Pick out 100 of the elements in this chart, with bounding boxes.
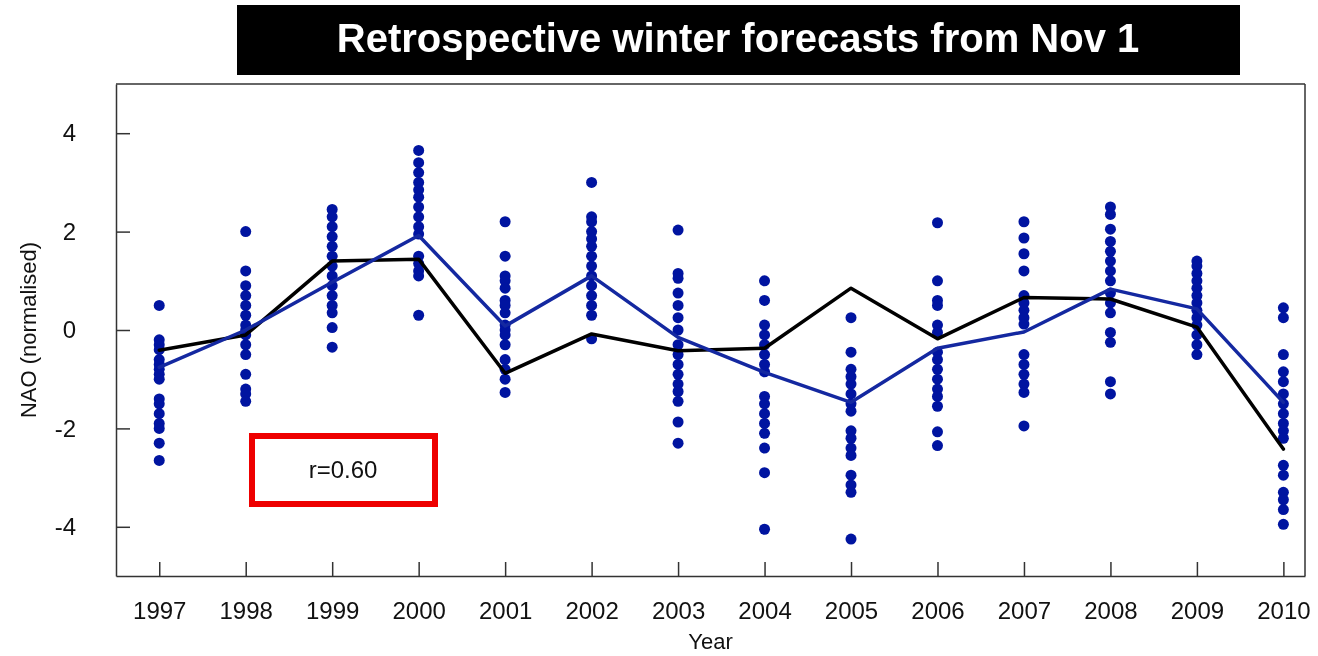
point [1018,265,1030,277]
point [845,533,857,545]
x-tick-label: 1999 [305,597,360,625]
point [326,221,338,233]
point [1018,358,1030,370]
point [1104,275,1116,287]
point [759,442,771,454]
point [931,275,943,287]
point [1104,336,1116,348]
point [759,408,771,420]
point [1277,376,1289,388]
point [586,176,598,188]
point [1104,326,1116,338]
point [1191,339,1203,351]
point [413,167,425,179]
point [931,440,943,452]
point [1277,349,1289,361]
point [586,309,598,321]
point [672,368,684,380]
point [845,312,857,324]
x-tick-label: 2005 [824,597,879,625]
point [326,231,338,243]
point [326,240,338,252]
point [672,395,684,407]
x-tick-label: 2003 [651,597,706,625]
point [759,329,771,341]
point [759,467,771,479]
annotation: r=0.60 [308,456,378,484]
point [240,226,252,238]
x-tick-label: 2004 [738,597,792,625]
point [153,437,165,449]
point [1104,255,1116,267]
point [1277,518,1289,530]
point [931,400,943,412]
point [1277,459,1289,471]
point [1104,388,1116,400]
point [326,341,338,353]
point [759,349,771,361]
point [240,280,252,292]
point [1191,349,1203,361]
point [240,290,252,302]
point [586,290,598,302]
point [1018,232,1030,244]
point [672,386,684,397]
point [931,217,943,229]
point [759,523,771,535]
point [240,349,252,361]
point [499,250,511,262]
point [1277,302,1289,314]
point [672,358,684,370]
point [153,408,165,420]
point [1018,216,1030,228]
point [672,437,684,449]
x-tick-label: 1998 [219,597,273,625]
point [586,250,598,262]
point [931,363,943,375]
point [326,290,338,302]
point [759,319,771,331]
y-tick-label: -2 [54,414,76,442]
point [326,322,338,334]
point [1277,494,1289,506]
point [672,312,684,324]
point [586,280,598,292]
point [931,426,943,438]
point [1104,223,1116,235]
point [240,339,252,351]
point [1277,504,1289,516]
point [499,339,511,351]
point [672,287,684,299]
chart-title: Retrospective winter forecasts from Nov 1 [336,16,1140,60]
point [499,386,511,398]
point [672,224,684,236]
point [1018,368,1030,380]
y-tick-label: 2 [62,217,76,245]
x-tick-label: 1997 [133,597,187,625]
point [931,354,943,366]
x-tick-label: 2010 [1257,597,1311,625]
x-axis-title: Year [688,629,733,654]
point [499,216,511,228]
point [413,144,425,156]
point [759,427,771,439]
point [586,260,598,272]
point [240,265,252,277]
point [240,368,252,380]
point [240,299,252,311]
point [1277,312,1289,324]
point [759,294,771,306]
point [845,346,857,358]
x-tick-label: 2007 [997,597,1052,625]
point [1104,307,1116,319]
point [1018,248,1030,260]
x-tick-label: 2008 [1084,597,1138,625]
point [413,201,425,213]
point [413,157,425,169]
point [499,354,511,366]
point [413,211,425,223]
x-tick-label: 2002 [565,597,619,625]
point [1277,469,1289,481]
point [413,309,425,321]
point [1104,265,1116,277]
